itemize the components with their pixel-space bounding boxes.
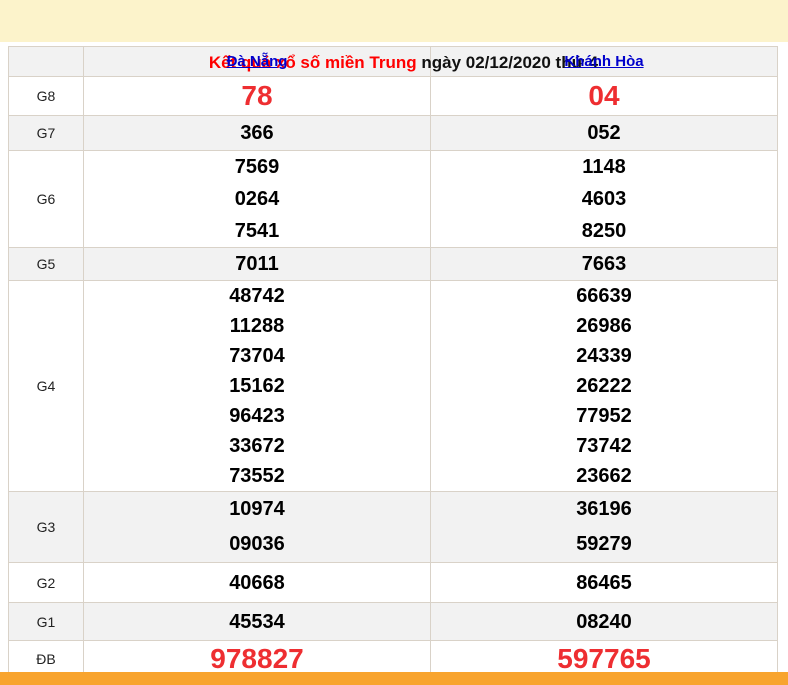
table-row: G7 366 052 [8, 115, 778, 151]
page-title: Kết quả xổ số miền Trung ngày 02/12/2020… [0, 0, 788, 72]
bottom-orange-bar [0, 672, 788, 685]
result-number: 36196 [576, 498, 632, 520]
result-number: 366 [240, 122, 274, 144]
table-header-row: Đà Nẵng Khánh Hòa [8, 46, 778, 77]
result-number: 04 [588, 80, 620, 111]
prize-label: G7 [8, 115, 84, 151]
table-row: G4 48742 11288 73704 15162 96423 33672 73552 666… [8, 280, 778, 492]
result-cell: 04 [430, 76, 778, 116]
result-number: 8250 [581, 220, 627, 242]
result-number: 66639 [576, 285, 632, 307]
result-number: 96423 [229, 405, 285, 427]
result-number: 0264 [234, 188, 280, 210]
table-row: ĐB 978827 597765 [8, 640, 778, 677]
prize-label: G1 [8, 602, 84, 641]
table-row: G1 45534 08240 [8, 602, 778, 641]
prize-label: G3 [8, 491, 84, 563]
province-link-da-nang[interactable]: Đà Nẵng [226, 52, 288, 70]
result-cell: 40668 [83, 562, 431, 603]
table-row: G2 40668 86465 [8, 562, 778, 603]
result-number: 23662 [576, 465, 632, 487]
result-cell: 1148 4603 8250 [430, 150, 778, 248]
result-cell: 78 [83, 76, 431, 116]
prize-label: G2 [8, 562, 84, 603]
result-number: 11288 [229, 315, 285, 337]
province-link-khanh-hoa[interactable]: Khánh Hòa [564, 52, 644, 70]
result-number: 77952 [576, 405, 632, 427]
results-table: Đà Nẵng Khánh Hòa G8 78 04 G7 366 052 G6 7569 02… [8, 46, 778, 677]
result-number: 40668 [229, 571, 285, 594]
result-cell: 978827 [83, 640, 431, 677]
prize-label: G5 [8, 247, 84, 281]
result-cell: 86465 [430, 562, 778, 603]
result-cell: 66639 26986 24339 26222 77952 73742 23662 [430, 280, 778, 492]
result-cell: 10974 09036 [83, 491, 431, 563]
result-number: 86465 [576, 571, 632, 594]
result-cell: 7663 [430, 247, 778, 281]
prize-label: G6 [8, 150, 84, 248]
result-number: 4603 [581, 188, 627, 210]
result-number: 7011 [235, 253, 279, 275]
result-number: 48742 [229, 285, 285, 307]
result-number: 09036 [229, 533, 285, 555]
prize-label: G4 [8, 280, 84, 492]
result-number: 7569 [234, 156, 280, 178]
result-cell: 36196 59279 [430, 491, 778, 563]
result-cell: 7569 0264 7541 [83, 150, 431, 248]
result-number: 7663 [581, 253, 627, 275]
result-number: 08240 [576, 610, 632, 633]
result-number: 1148 [582, 156, 626, 178]
column-header-da-nang: Đà Nẵng [83, 46, 431, 77]
table-row: G3 10974 09036 36196 59279 [8, 491, 778, 563]
result-cell: 48742 11288 73704 15162 96423 33672 73552 [83, 280, 431, 492]
result-number: 73704 [229, 345, 285, 367]
result-number: 73742 [576, 435, 632, 457]
result-number: 73552 [229, 465, 285, 487]
result-number: 15162 [229, 375, 285, 397]
result-cell: 08240 [430, 602, 778, 641]
result-cell: 052 [430, 115, 778, 151]
result-number: 45534 [229, 610, 285, 633]
result-cell: 45534 [83, 602, 431, 641]
result-number: 10974 [229, 498, 285, 520]
column-header-khanh-hoa: Khánh Hòa [430, 46, 778, 77]
table-row: G5 7011 7663 [8, 247, 778, 281]
result-number: 052 [587, 122, 621, 144]
result-number: 26986 [576, 315, 632, 337]
result-number: 26222 [576, 375, 632, 397]
result-cell: 366 [83, 115, 431, 151]
result-number: 59279 [576, 533, 632, 555]
result-cell: 597765 [430, 640, 778, 677]
result-number: 33672 [229, 435, 285, 457]
prize-label: G8 [8, 76, 84, 116]
result-cell: 7011 [83, 247, 431, 281]
table-row: G6 7569 0264 7541 1148 4603 8250 [8, 150, 778, 248]
table-row: G8 78 04 [8, 76, 778, 116]
result-number: 7541 [234, 220, 280, 242]
prize-column-header [8, 46, 84, 77]
result-number: 24339 [576, 345, 632, 367]
result-number: 978827 [210, 642, 304, 674]
result-number: 78 [241, 80, 273, 111]
result-number: 597765 [557, 642, 651, 674]
